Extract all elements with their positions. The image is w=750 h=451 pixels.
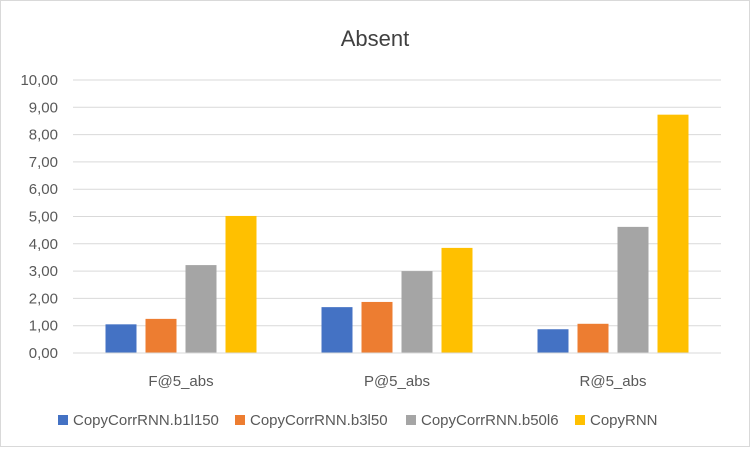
bar <box>657 114 689 354</box>
bar <box>537 329 569 353</box>
legend-swatch <box>235 415 245 425</box>
legend-item: CopyCorrRNN.b50l6 <box>406 412 559 429</box>
x-axis: F@5_abs P@5_abs R@5_abs <box>73 352 721 390</box>
legend: CopyCorrRNN.b1l150 CopyCorrRNN.b3l50 CopyC… <box>58 412 658 429</box>
bar <box>105 324 137 353</box>
legend-label: CopyCorrRNN.b1l150 <box>73 412 219 429</box>
y-axis-ticks: 0,00 1,00 2,00 3,00 4,00 5,00 6,00 7,00 8,00 9,00… <box>20 72 58 362</box>
x-tick-label: P@5_abs <box>364 373 430 390</box>
y-tick-label: 7,00 <box>29 154 58 171</box>
y-tick-label: 4,00 <box>29 236 58 253</box>
bars <box>105 114 689 354</box>
y-tick-label: 1,00 <box>29 318 58 335</box>
y-tick-label: 0,00 <box>29 345 58 362</box>
bar <box>361 301 393 353</box>
y-tick-label: 6,00 <box>29 181 58 198</box>
legend-item: CopyRNN <box>575 412 658 429</box>
legend-swatch <box>575 415 585 425</box>
y-tick-label: 2,00 <box>29 290 58 307</box>
bar <box>321 307 353 353</box>
y-tick-label: 8,00 <box>29 127 58 144</box>
gridlines <box>73 79 721 327</box>
y-tick-label: 5,00 <box>29 209 58 226</box>
bar <box>145 318 177 353</box>
y-tick-label: 10,00 <box>20 72 58 89</box>
legend-label: CopyCorrRNN.b3l50 <box>250 412 388 429</box>
y-tick-label: 9,00 <box>29 99 58 116</box>
bar <box>617 226 649 353</box>
legend-label: CopyCorrRNN.b50l6 <box>421 412 559 429</box>
legend-swatch <box>58 415 68 425</box>
legend-item: CopyCorrRNN.b1l150 <box>58 412 219 429</box>
x-tick-label: R@5_abs <box>580 373 647 390</box>
chart-title: Absent <box>341 26 410 51</box>
bar <box>401 271 433 353</box>
bar <box>577 323 609 353</box>
legend-item: CopyCorrRNN.b3l50 <box>235 412 388 429</box>
legend-label: CopyRNN <box>590 412 658 429</box>
bar <box>441 247 473 353</box>
x-tick-label: F@5_abs <box>148 373 213 390</box>
y-tick-label: 3,00 <box>29 263 58 280</box>
bar <box>185 265 217 353</box>
legend-swatch <box>406 415 416 425</box>
bar <box>225 215 257 353</box>
